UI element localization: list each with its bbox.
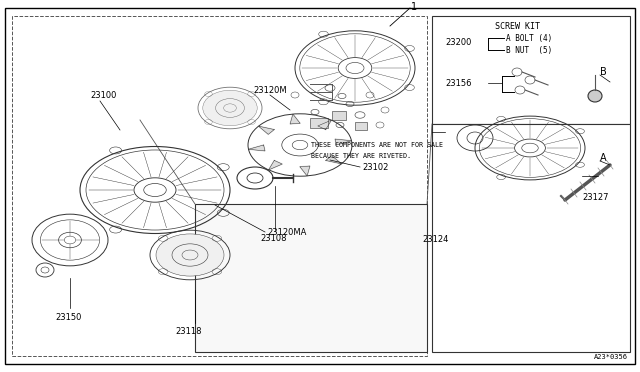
Bar — [310, 118, 328, 128]
Polygon shape — [290, 114, 300, 124]
Polygon shape — [318, 120, 332, 129]
Text: 23100: 23100 — [90, 90, 116, 99]
Text: A23*0356: A23*0356 — [594, 354, 628, 360]
Text: 23120MA: 23120MA — [267, 228, 307, 237]
Text: THESE COMPONENTS ARE NOT FOR SALE: THESE COMPONENTS ARE NOT FOR SALE — [311, 142, 443, 148]
Bar — [195, 204, 427, 352]
Text: 23156: 23156 — [445, 78, 472, 87]
Text: 23118: 23118 — [175, 327, 202, 336]
Text: 23120M: 23120M — [253, 86, 287, 94]
Text: 23124: 23124 — [422, 235, 449, 244]
Text: B NUT  (5): B NUT (5) — [506, 45, 552, 55]
Text: 23108: 23108 — [260, 234, 287, 243]
Text: 23150: 23150 — [55, 314, 81, 323]
Polygon shape — [335, 139, 351, 145]
Text: A: A — [600, 153, 607, 163]
Ellipse shape — [588, 90, 602, 102]
Bar — [12, 16, 427, 356]
Bar — [332, 111, 346, 120]
Text: 23102: 23102 — [362, 163, 388, 171]
Bar — [355, 122, 367, 130]
Polygon shape — [300, 166, 310, 176]
Bar — [432, 124, 630, 352]
Text: 1: 1 — [411, 2, 417, 12]
Polygon shape — [248, 145, 265, 151]
Polygon shape — [326, 155, 342, 164]
Text: SCREW KIT: SCREW KIT — [495, 22, 540, 31]
Polygon shape — [269, 160, 282, 170]
Ellipse shape — [156, 234, 224, 276]
Bar — [432, 16, 630, 124]
Text: B: B — [600, 67, 607, 77]
Polygon shape — [259, 126, 275, 134]
Ellipse shape — [203, 90, 257, 126]
Text: BECAUSE THEY ARE RIVETED.: BECAUSE THEY ARE RIVETED. — [311, 153, 411, 159]
Text: A BOLT (4): A BOLT (4) — [506, 33, 552, 42]
Text: 23200: 23200 — [445, 38, 472, 46]
Text: 23127: 23127 — [582, 193, 609, 202]
